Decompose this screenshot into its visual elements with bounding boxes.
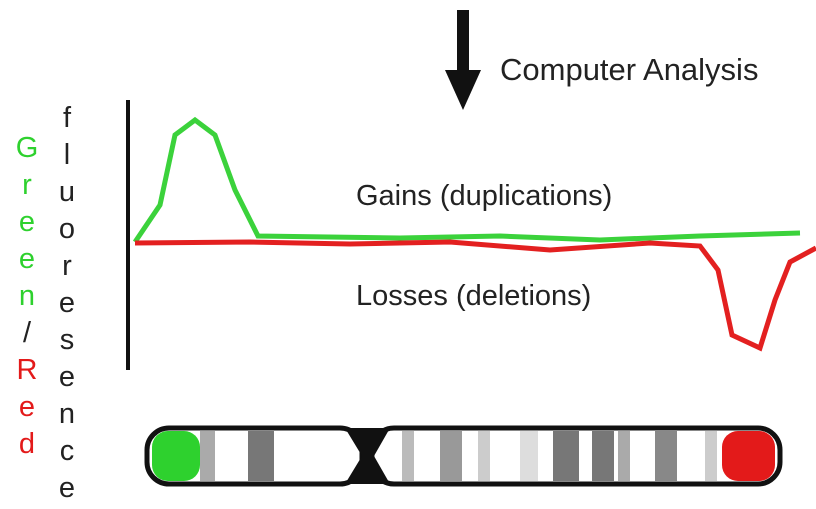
band [200, 431, 215, 481]
band-red [722, 431, 775, 481]
band [402, 431, 414, 481]
band-green [152, 431, 200, 481]
band [553, 431, 579, 481]
band [655, 431, 677, 481]
chromosome [147, 428, 780, 484]
band [705, 431, 717, 481]
band [520, 431, 538, 481]
gains-label: Gains (duplications) [356, 180, 612, 213]
arrow-head [445, 70, 481, 110]
band [478, 431, 490, 481]
losses-label: Losses (deletions) [356, 280, 591, 313]
red-label: Red [11, 354, 43, 465]
slash: / [11, 317, 43, 354]
band [248, 431, 274, 481]
band [440, 431, 462, 481]
page: Computer Analysis Gains (duplications) L… [0, 0, 816, 501]
title: Computer Analysis [500, 52, 758, 88]
band [592, 431, 614, 481]
fluorescence-label: fluoresence [52, 102, 81, 509]
green-label: Green [11, 132, 43, 317]
green-red-label: Green/Red [12, 132, 41, 465]
band [618, 431, 630, 481]
